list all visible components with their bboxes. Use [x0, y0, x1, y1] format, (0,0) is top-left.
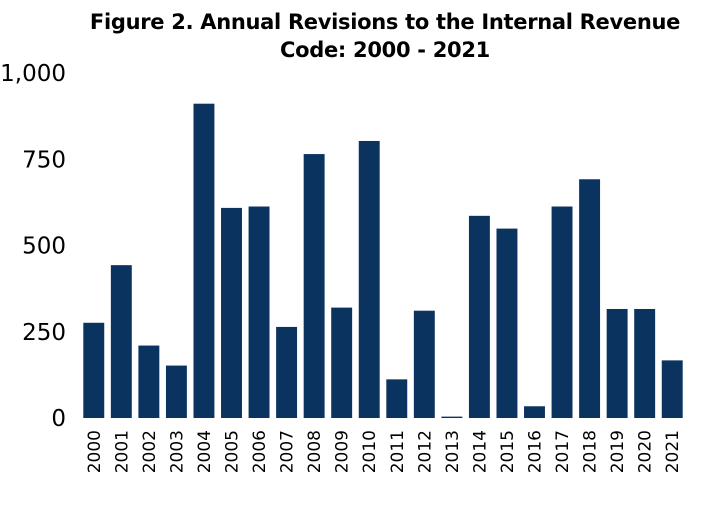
x-tick-label-2007: 2007 [278, 430, 298, 473]
y-tick-label: 1,000 [0, 61, 66, 87]
y-axis: 0 250 500 750 1,000 [0, 61, 66, 432]
bar-2004 [193, 103, 215, 418]
y-tick-label: 500 [22, 234, 66, 260]
x-tick-label-2004: 2004 [195, 430, 215, 473]
x-tick-label-2001: 2001 [112, 430, 132, 473]
x-tick-label-2003: 2003 [167, 430, 187, 473]
bar-2003 [165, 365, 187, 418]
x-axis: 2000 2001 2002 2003 2004 2005 2006 2007 2008 2009… [85, 430, 683, 473]
bar-2001 [110, 265, 132, 418]
bar-2019 [606, 308, 628, 418]
y-tick-label: 250 [22, 320, 66, 346]
bar-2020 [634, 308, 656, 418]
y-tick-label: 750 [22, 147, 66, 173]
chart-title-line-2: Code: 2000 - 2021 [280, 38, 490, 62]
x-tick-label-2005: 2005 [223, 430, 243, 473]
y-tick-label: 0 [51, 406, 66, 432]
bar-2008 [303, 154, 325, 418]
x-tick-label-2018: 2018 [581, 430, 601, 473]
x-tick-label-2012: 2012 [415, 430, 435, 473]
x-tick-label-2013: 2013 [443, 430, 463, 473]
chart-title-line-1: Figure 2. Annual Revisions to the Intern… [89, 10, 681, 34]
x-tick-label-2010: 2010 [360, 430, 380, 473]
x-tick-label-2008: 2008 [305, 430, 325, 473]
bar-2013 [441, 416, 463, 418]
x-tick-label-2009: 2009 [333, 430, 353, 473]
bar-2000 [83, 322, 105, 418]
bar-2012 [413, 310, 435, 418]
x-tick-label-2020: 2020 [636, 430, 656, 473]
bar-2007 [276, 326, 298, 418]
x-tick-label-2016: 2016 [526, 430, 546, 473]
bar-2006 [248, 206, 270, 418]
x-tick-label-2011: 2011 [388, 430, 408, 473]
x-tick-label-2021: 2021 [663, 430, 683, 473]
x-tick-label-2015: 2015 [498, 430, 518, 473]
x-tick-label-2006: 2006 [250, 430, 270, 473]
bar-2002 [138, 345, 160, 418]
x-tick-label-2002: 2002 [140, 430, 160, 473]
bar-2010 [358, 140, 380, 418]
bars [83, 103, 683, 418]
bar-2011 [386, 379, 408, 418]
bar-2005 [221, 207, 242, 418]
bar-2018 [579, 179, 601, 418]
bar-2016 [524, 406, 545, 418]
bar-2014 [468, 215, 490, 418]
x-tick-label-2000: 2000 [85, 430, 105, 473]
bar-2017 [551, 206, 573, 418]
bar-2021 [661, 360, 683, 418]
x-tick-label-2014: 2014 [470, 430, 490, 473]
chart-title: Figure 2. Annual Revisions to the Intern… [70, 8, 700, 64]
x-tick-label-2017: 2017 [553, 430, 573, 473]
bar-2015 [496, 228, 518, 418]
bar-2009 [331, 307, 353, 418]
x-tick-label-2019: 2019 [608, 430, 628, 473]
